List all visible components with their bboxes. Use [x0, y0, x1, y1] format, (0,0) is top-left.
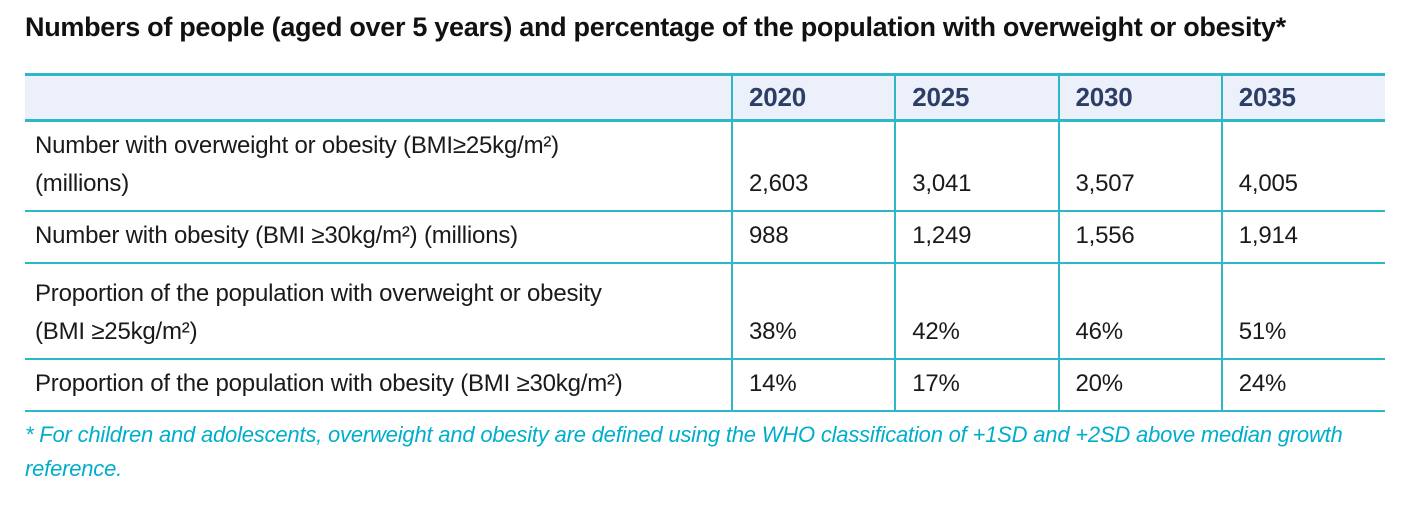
table-row-obesity-proportion: Proportion of the population with obesit…	[25, 359, 1385, 412]
header-row: 2020 2025 2030 2035	[25, 73, 1385, 122]
obesity-data-table: 2020 2025 2030 2035 Number with overweig…	[25, 73, 1385, 412]
cell-value: 988	[731, 211, 896, 264]
cell-value: 38%	[731, 263, 896, 360]
cell-value: 24%	[1220, 359, 1385, 412]
header-empty-cell	[25, 73, 733, 122]
footnote: * For children and adolescents, overweig…	[25, 422, 1343, 481]
cell-value: 51%	[1220, 263, 1385, 360]
cell-value: 20%	[1057, 359, 1222, 412]
table-row-overweight-proportion: Proportion of the population with overwe…	[25, 263, 1385, 360]
cell-value: 3,041	[894, 120, 1059, 212]
header-year-2020: 2020	[731, 73, 896, 122]
cell-value: 42%	[894, 263, 1059, 360]
cell-value: 46%	[1057, 263, 1222, 360]
row-label: Proportion of the population with overwe…	[25, 263, 733, 360]
cell-value: 14%	[731, 359, 896, 412]
cell-value: 1,914	[1220, 211, 1385, 264]
row-label: Number with overweight or obesity (BMI≥2…	[25, 120, 733, 212]
table-title: Numbers of people (aged over 5 years) an…	[25, 12, 1286, 42]
table-row-obesity-number: Number with obesity (BMI ≥30kg/m²) (mill…	[25, 211, 1385, 264]
row-label: Proportion of the population with obesit…	[25, 359, 733, 412]
table-row-overweight-number: Number with overweight or obesity (BMI≥2…	[25, 120, 1385, 212]
header-year-2025: 2025	[894, 73, 1059, 122]
cell-value: 1,556	[1057, 211, 1222, 264]
cell-value: 3,507	[1057, 120, 1222, 212]
cell-value: 4,005	[1220, 120, 1385, 212]
row-label: Number with obesity (BMI ≥30kg/m²) (mill…	[25, 211, 733, 264]
header-year-2030: 2030	[1057, 73, 1222, 122]
cell-value: 17%	[894, 359, 1059, 412]
header-year-2035: 2035	[1220, 73, 1385, 122]
cell-value: 2,603	[731, 120, 896, 212]
cell-value: 1,249	[894, 211, 1059, 264]
